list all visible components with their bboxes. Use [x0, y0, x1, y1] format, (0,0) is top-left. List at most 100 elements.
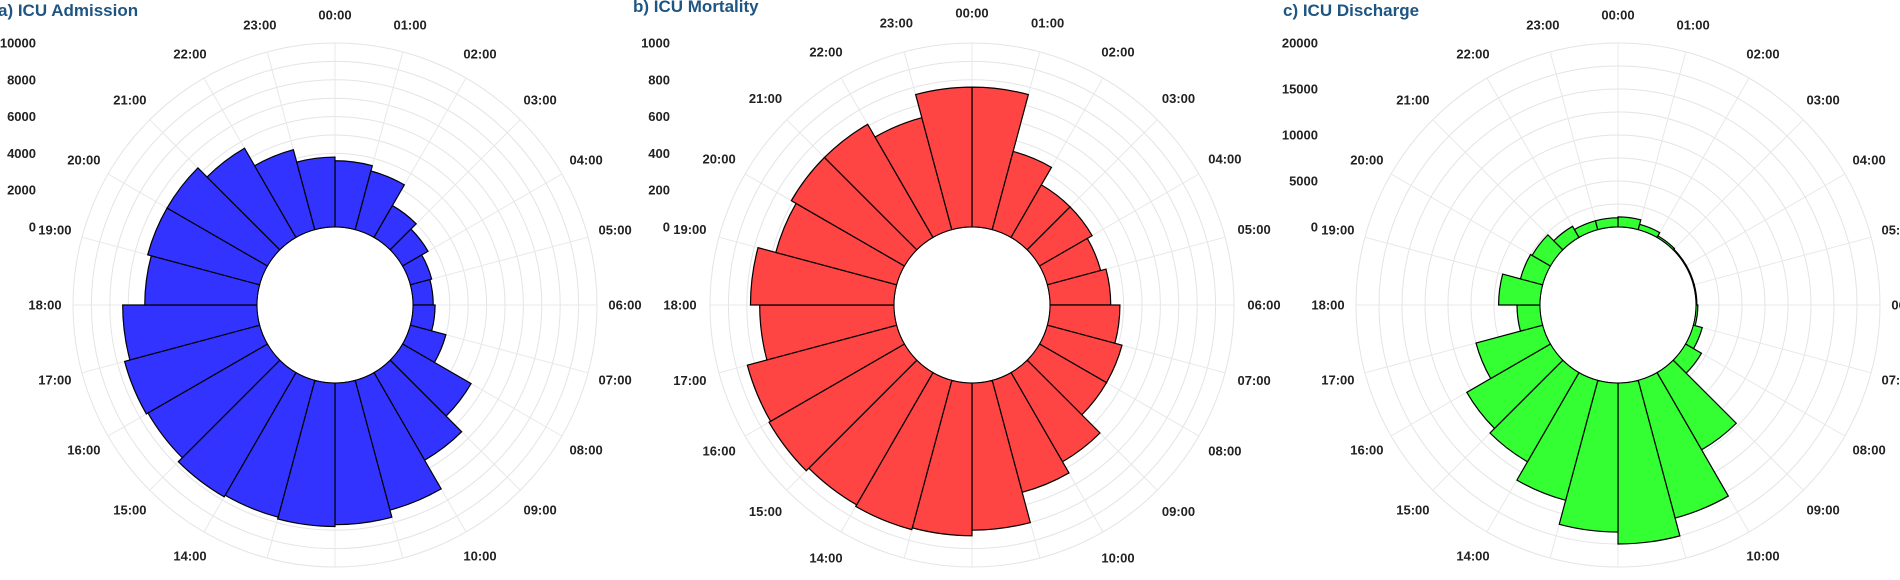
- radial-tick-label: 4000: [7, 146, 36, 161]
- bar-20:00: [166, 167, 281, 267]
- radial-tick-label: 0: [1311, 220, 1318, 235]
- bar-23:00: [914, 86, 973, 231]
- bar-16:00: [746, 324, 906, 423]
- hour-label: 11:00: [394, 578, 427, 580]
- hour-label: 14:00: [173, 549, 206, 564]
- hour-label: 23:00: [880, 15, 913, 30]
- grid-spoke: [410, 236, 589, 286]
- hour-label: 06:00: [1247, 298, 1280, 313]
- bar-03:00: [389, 228, 429, 267]
- radial-tick-label: 200: [648, 183, 670, 198]
- hour-label: 18:00: [1311, 298, 1344, 313]
- bar-01:00: [354, 170, 406, 239]
- hour-label: 10:00: [1746, 549, 1779, 564]
- radial-tick-label: 10000: [1282, 128, 1318, 143]
- hour-label: 23:00: [243, 17, 276, 32]
- hour-label: 15:00: [113, 503, 146, 518]
- hour-label: 21:00: [113, 92, 146, 107]
- hour-label: 13:00: [1526, 578, 1559, 580]
- hour-label: 13:00: [243, 578, 276, 580]
- hour-label: 22:00: [809, 45, 842, 60]
- hour-label: 07:00: [1881, 373, 1900, 388]
- hour-label: 03:00: [1806, 92, 1839, 107]
- bar-23:00: [295, 156, 336, 231]
- chart-title: a) ICU Admission: [0, 1, 138, 20]
- bar-13:00: [854, 371, 953, 531]
- hour-label: 17:00: [1321, 373, 1354, 388]
- bar-14:00: [1489, 359, 1580, 463]
- hour-label: 20:00: [67, 153, 100, 168]
- hour-label: 16:00: [1350, 443, 1383, 458]
- radial-tick-labels: 0 5000 10000 15000 20000: [1282, 36, 1318, 235]
- hour-label: 15:00: [1396, 503, 1429, 518]
- hour-label: 21:00: [1396, 92, 1429, 107]
- radial-tick-label: 1000: [641, 36, 670, 51]
- chart-title: c) ICU Discharge: [1283, 1, 1419, 20]
- bar-01:00: [1637, 223, 1661, 239]
- bar-series: [1465, 216, 1738, 545]
- hour-label: 06:00: [1891, 298, 1900, 313]
- chart-title: b) ICU Mortality: [633, 0, 759, 16]
- radial-tick-label: 800: [648, 72, 670, 87]
- radial-tick-label: 10000: [0, 36, 36, 51]
- bar-02:00: [1656, 235, 1676, 251]
- hour-label: 08:00: [569, 443, 602, 458]
- grid-spoke: [1693, 236, 1872, 286]
- hour-label: 05:00: [1237, 222, 1270, 237]
- bar-04:00: [401, 254, 433, 286]
- hour-label: 16:00: [702, 444, 735, 459]
- hour-label: 10:00: [1101, 550, 1134, 565]
- hour-label: 17:00: [673, 373, 706, 388]
- hour-label: 01:00: [393, 17, 426, 32]
- hour-label: 19:00: [673, 222, 706, 237]
- bar-00:00: [1617, 216, 1642, 231]
- radial-tick-label: 0: [29, 220, 36, 235]
- hour-label: 08:00: [1852, 443, 1885, 458]
- bar-12:00: [1558, 379, 1619, 533]
- radial-tick-label: 20000: [1282, 36, 1318, 51]
- bar-23:00: [1594, 217, 1619, 231]
- bar-16:00: [123, 324, 269, 415]
- bar-21:00: [823, 123, 934, 251]
- bar-00:00: [971, 86, 1030, 231]
- hour-label: 15:00: [749, 504, 782, 519]
- radial-tick-label: 5000: [1289, 174, 1318, 189]
- hour-label: 07:00: [1237, 373, 1270, 388]
- hour-label: 00:00: [955, 6, 988, 21]
- hour-label: 21:00: [749, 91, 782, 106]
- hour-label: 23:00: [1526, 17, 1559, 32]
- hour-label: 03:00: [523, 92, 556, 107]
- hour-label: 05:00: [598, 222, 631, 237]
- radial-tick-label: 2000: [7, 183, 36, 198]
- hour-label: 09:00: [1162, 504, 1195, 519]
- bar-18:00: [749, 246, 898, 306]
- radial-tick-labels: 0 200 400 600 800 1000: [641, 36, 670, 235]
- hour-label: 11:00: [1677, 578, 1710, 580]
- bar-15:00: [768, 343, 918, 472]
- grid-spoke: [1672, 119, 1804, 251]
- bar-13:00: [1516, 371, 1599, 502]
- hour-label: 04:00: [569, 153, 602, 168]
- grid-spoke: [1693, 324, 1872, 374]
- hour-labels: 00:00 01:00 02:00 03:00 04:00 05:00 06:00 07:00…: [28, 8, 641, 580]
- hour-label: 06:00: [608, 298, 641, 313]
- panel-icu-admission: a) ICU Admission 00:00 01:00 02:00 03:00 04:…: [0, 1, 642, 580]
- radial-tick-label: 15000: [1282, 82, 1318, 97]
- bar-11:00: [1617, 379, 1681, 545]
- hour-label: 16:00: [67, 443, 100, 458]
- hour-label: 14:00: [1456, 549, 1489, 564]
- grid-spoke: [1656, 77, 1750, 238]
- radial-tick-label: 8000: [7, 72, 36, 87]
- hour-labels: 00:00 01:00 02:00 03:00 04:00 05:00 06:00 07:00…: [663, 6, 1280, 580]
- bar-02:00: [373, 204, 418, 251]
- hour-label: 01:00: [1676, 17, 1709, 32]
- bar-18:00: [1497, 273, 1544, 306]
- hour-label: 00:00: [318, 8, 351, 23]
- hour-label: 22:00: [1456, 46, 1489, 61]
- radial-tick-label: 0: [663, 220, 670, 235]
- radial-tick-label: 400: [648, 146, 670, 161]
- hour-label: 03:00: [1162, 91, 1195, 106]
- bar-series: [122, 147, 472, 528]
- bar-05:00: [409, 278, 434, 306]
